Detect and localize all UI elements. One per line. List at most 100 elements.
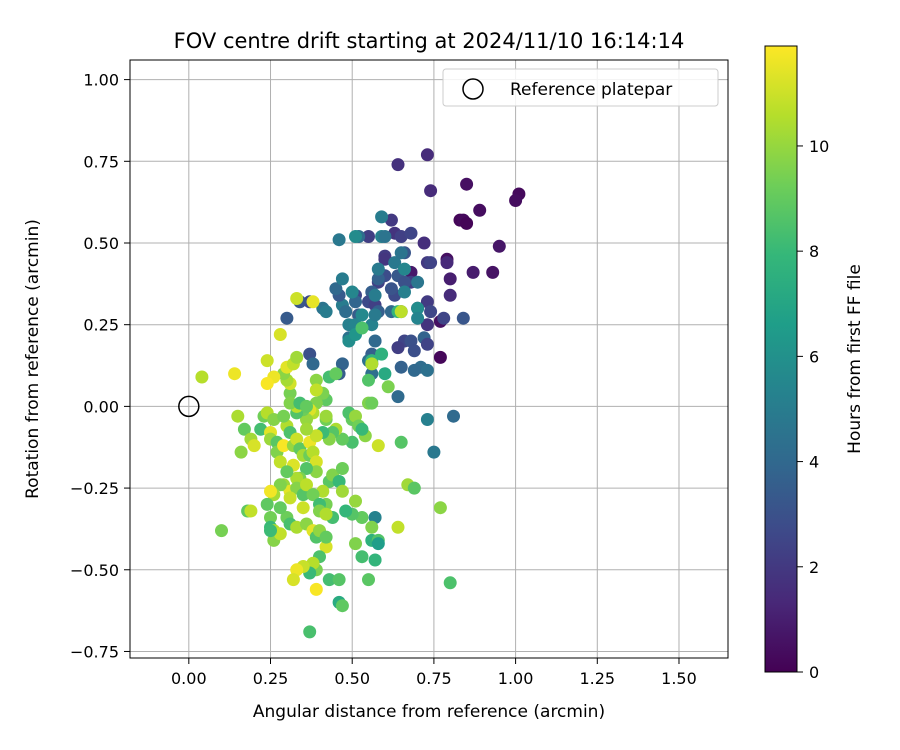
legend: Reference platepar bbox=[442, 68, 719, 107]
data-point bbox=[273, 478, 287, 492]
data-point bbox=[433, 501, 447, 515]
data-point bbox=[300, 399, 313, 413]
data-point bbox=[411, 275, 425, 289]
data-point bbox=[407, 363, 421, 377]
data-point bbox=[309, 383, 323, 397]
data-point bbox=[322, 573, 336, 587]
data-point bbox=[332, 573, 346, 587]
data-point bbox=[283, 386, 297, 400]
legend-marker bbox=[462, 78, 484, 100]
y-tick-label: 1.00 bbox=[83, 71, 119, 90]
data-point bbox=[349, 494, 362, 508]
data-point bbox=[335, 462, 349, 475]
data-point bbox=[365, 318, 379, 332]
data-point bbox=[391, 341, 405, 355]
data-point bbox=[335, 272, 349, 286]
data-point bbox=[362, 230, 375, 243]
y-tick-label: −0.50 bbox=[70, 561, 119, 580]
data-point bbox=[381, 380, 395, 394]
data-point bbox=[286, 573, 300, 587]
colorbar-tick-label: 4 bbox=[809, 453, 819, 472]
data-point bbox=[277, 409, 291, 423]
data-point bbox=[290, 292, 304, 305]
x-axis: 0.00 0.25 0.50 0.75 1.00 1.25 1.50 bbox=[171, 658, 697, 688]
data-point bbox=[362, 573, 375, 587]
data-point bbox=[316, 484, 330, 498]
colorbar-gradient bbox=[764, 45, 798, 673]
data-point bbox=[365, 396, 379, 410]
data-point bbox=[319, 530, 333, 544]
data-point bbox=[300, 413, 313, 426]
data-point bbox=[296, 488, 310, 502]
data-point bbox=[332, 475, 346, 488]
data-point bbox=[260, 354, 274, 368]
data-point bbox=[384, 213, 398, 227]
data-point bbox=[456, 311, 470, 325]
data-point bbox=[283, 396, 297, 410]
colorbar-ticks: 0 2 4 6 8 10 bbox=[797, 137, 829, 682]
y-axis-label: Rotation from reference (arcmin) bbox=[23, 219, 43, 499]
legend-box bbox=[442, 68, 719, 107]
y-tick-label: 0.50 bbox=[83, 234, 119, 253]
data-point bbox=[378, 252, 392, 266]
data-point bbox=[378, 367, 392, 381]
y-tick-label: −0.25 bbox=[70, 479, 119, 498]
y-tick-label: 0.25 bbox=[83, 316, 119, 335]
colorbar: 0 2 4 6 8 10 Hours from first FF file bbox=[764, 45, 865, 682]
x-axis-label: Angular distance from reference (arcmin) bbox=[253, 702, 605, 722]
data-point bbox=[355, 550, 369, 564]
data-point bbox=[273, 501, 287, 515]
data-point bbox=[417, 236, 431, 250]
data-point bbox=[306, 445, 320, 459]
data-point bbox=[309, 582, 323, 596]
data-point bbox=[398, 285, 411, 299]
data-point bbox=[394, 360, 408, 374]
data-point bbox=[339, 305, 353, 319]
data-point bbox=[424, 305, 438, 319]
data-point bbox=[228, 367, 242, 381]
data-point bbox=[264, 484, 277, 498]
data-point bbox=[473, 203, 487, 217]
plot-frame bbox=[129, 59, 729, 659]
data-point bbox=[329, 282, 343, 296]
data-point bbox=[339, 504, 353, 518]
data-point bbox=[371, 272, 385, 286]
data-point bbox=[283, 491, 297, 505]
data-point bbox=[394, 305, 408, 319]
data-point bbox=[420, 318, 434, 332]
data-point bbox=[264, 524, 277, 538]
data-point bbox=[424, 256, 438, 270]
data-point bbox=[404, 334, 418, 348]
data-point bbox=[391, 158, 405, 172]
data-point bbox=[509, 194, 523, 207]
colorbar-tick-label: 6 bbox=[809, 347, 819, 366]
data-point bbox=[443, 576, 457, 590]
data-point bbox=[309, 373, 323, 387]
y-axis: −0.75 −0.50 −0.25 0.00 0.25 0.50 0.75 1.00 bbox=[70, 71, 130, 661]
data-point bbox=[365, 357, 379, 371]
data-point bbox=[300, 478, 313, 492]
data-point bbox=[319, 507, 333, 521]
data-point bbox=[349, 537, 362, 551]
data-point bbox=[254, 422, 268, 436]
data-point bbox=[277, 439, 291, 453]
data-point bbox=[443, 288, 457, 302]
data-point bbox=[309, 429, 323, 443]
data-point bbox=[306, 488, 320, 502]
reference-point bbox=[178, 395, 200, 418]
data-point bbox=[280, 311, 294, 325]
data-point bbox=[319, 305, 333, 319]
data-point bbox=[234, 445, 248, 459]
data-point bbox=[319, 540, 333, 554]
data-point bbox=[365, 520, 379, 534]
data-point bbox=[306, 556, 320, 570]
data-point bbox=[371, 262, 385, 276]
data-point bbox=[368, 511, 382, 524]
x-tick-label: 0.00 bbox=[171, 669, 207, 688]
data-point bbox=[306, 295, 320, 309]
data-point bbox=[303, 347, 317, 361]
data-point bbox=[368, 334, 382, 348]
data-point bbox=[355, 422, 369, 436]
data-point bbox=[388, 256, 402, 270]
